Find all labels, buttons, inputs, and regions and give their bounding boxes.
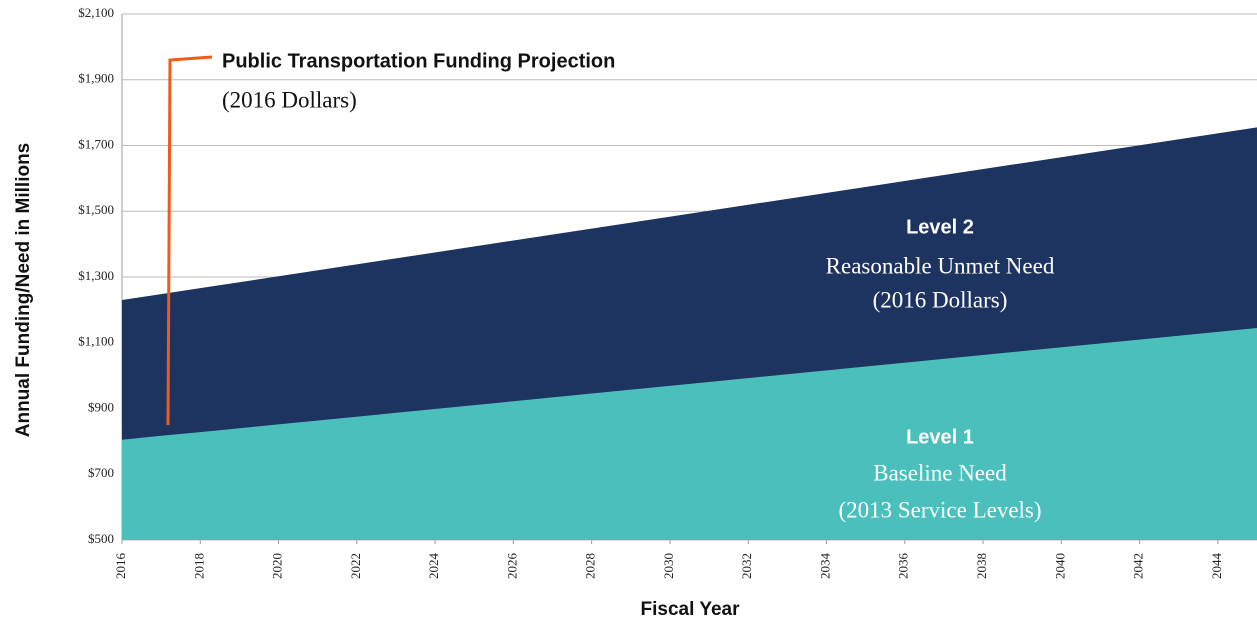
x-tick-label: 2034 <box>817 553 832 580</box>
x-tick-label: 2030 <box>661 553 676 579</box>
x-tick-label: 2022 <box>348 553 363 579</box>
x-tick-label: 2016 <box>113 553 128 580</box>
y-tick-label: $2,100 <box>78 5 114 20</box>
series-label: Level 2 <box>906 216 974 238</box>
y-tick-label: $1,900 <box>78 71 114 86</box>
area <box>122 327 1257 540</box>
x-tick-label: 2024 <box>426 553 441 580</box>
x-tick-label: 2028 <box>583 553 598 579</box>
y-tick-label: $1,300 <box>78 268 114 283</box>
y-tick-label: $1,500 <box>78 202 114 217</box>
x-tick-label: 2036 <box>896 553 911 580</box>
x-tick-label: 2026 <box>504 553 519 580</box>
y-tick-label: $700 <box>88 465 114 480</box>
series-label: Public Transportation Funding Projection <box>222 50 615 72</box>
series-sublabel: (2013 Service Levels) <box>838 497 1041 522</box>
x-tick-label: 2020 <box>270 553 285 579</box>
series-sublabel: Baseline Need <box>873 460 1007 485</box>
series-sublabel: Reasonable Unmet Need <box>826 253 1055 278</box>
x-tick-label: 2044 <box>1209 553 1224 580</box>
series-sublabel: (2016 Dollars) <box>222 87 357 112</box>
x-tick-label: 2042 <box>1131 553 1146 579</box>
series-label: Level 1 <box>906 426 974 448</box>
y-tick-label: $1,100 <box>78 334 114 349</box>
y-tick-label: $500 <box>88 531 114 546</box>
plot-area <box>122 127 1257 540</box>
x-axis-title: Fiscal Year <box>641 599 741 620</box>
y-tick-label: $900 <box>88 399 114 414</box>
x-tick-label: 2018 <box>191 553 206 579</box>
y-tick-label: $1,700 <box>78 136 114 151</box>
series-sublabel: (2016 Dollars) <box>873 287 1008 312</box>
x-tick-label: 2032 <box>739 553 754 579</box>
x-tick-label: 2038 <box>974 553 989 579</box>
x-tick-label: 2040 <box>1052 553 1067 579</box>
y-axis-title: Annual Funding/Need in Millions <box>13 143 34 437</box>
callout-line <box>166 55 213 426</box>
